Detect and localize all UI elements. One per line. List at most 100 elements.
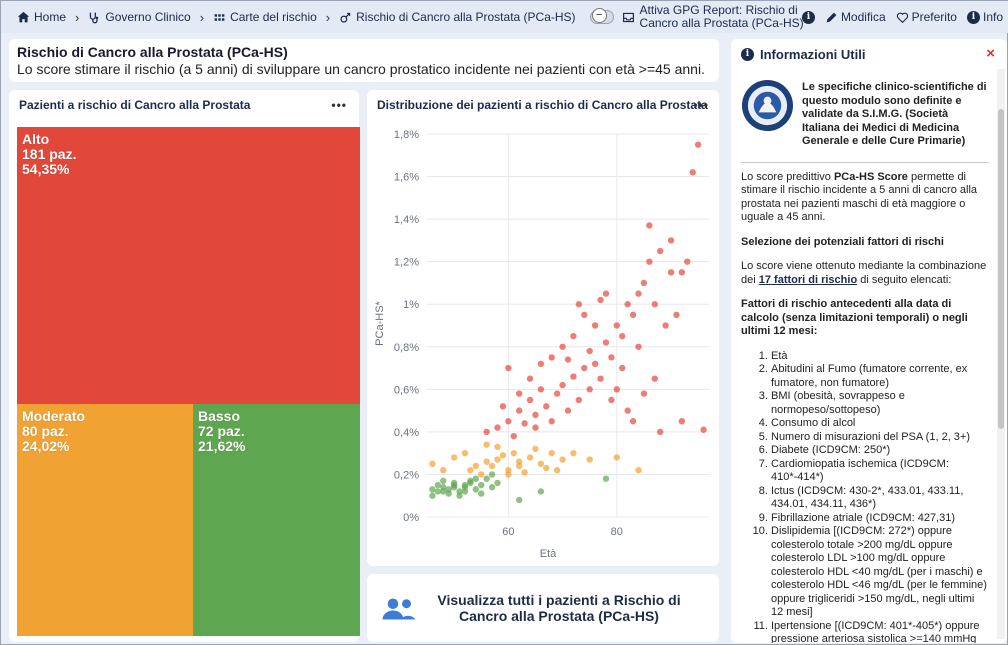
y-tick-label: 0,8% bbox=[394, 342, 419, 354]
data-point-alto bbox=[548, 354, 555, 361]
breadcrumb-carte-del-rischio[interactable]: Carte del rischio bbox=[207, 10, 323, 24]
data-point-alto bbox=[494, 424, 501, 431]
preferito-button[interactable]: Preferito bbox=[896, 10, 957, 24]
treemap-tile-basso[interactable]: Basso 72 paz. 21,62% bbox=[193, 404, 360, 636]
treemap-menu-button[interactable]: ••• bbox=[331, 98, 347, 112]
data-point-alto bbox=[559, 381, 566, 389]
y-tick-label: 1% bbox=[403, 299, 419, 311]
data-point-moderato bbox=[483, 441, 490, 448]
data-point-alto bbox=[521, 420, 528, 427]
data-point-basso bbox=[461, 488, 469, 495]
data-point-alto bbox=[646, 258, 653, 265]
preferito-label: Preferito bbox=[911, 10, 957, 24]
risk-factor-item: Abitudini al Fumo (fumatore corrente, ex… bbox=[771, 363, 989, 390]
data-point-basso bbox=[494, 479, 501, 487]
page-subtitle: Lo score stimare il rischio (a 5 anni) d… bbox=[17, 61, 705, 77]
data-point-alto bbox=[678, 269, 686, 276]
close-icon[interactable]: × bbox=[986, 45, 995, 62]
data-point-alto bbox=[597, 375, 604, 382]
data-point-basso bbox=[440, 477, 447, 485]
data-point-alto bbox=[656, 428, 664, 436]
info-heading-selection: Selezione dei potenziali fattori di risc… bbox=[741, 235, 944, 248]
data-point-alto bbox=[646, 222, 653, 229]
gpg-report-toggle[interactable] bbox=[589, 8, 614, 24]
data-point-alto bbox=[640, 279, 648, 287]
data-point-basso bbox=[461, 481, 469, 489]
info-heading-factors: Fattori di rischio antecedenti alla data… bbox=[741, 298, 968, 337]
male-icon bbox=[340, 12, 351, 23]
data-point-alto bbox=[624, 301, 631, 308]
data-point-alto bbox=[629, 418, 637, 425]
data-point-alto bbox=[559, 343, 566, 350]
breadcrumb-label: Governo Clinico bbox=[105, 10, 191, 24]
risk-factor-item: Cardiomiopatia ischemica (ICD9CM: 410*-4… bbox=[771, 458, 989, 485]
data-point-alto bbox=[532, 411, 539, 419]
y-axis-label: PCa-HS* bbox=[374, 300, 386, 345]
data-point-alto bbox=[619, 364, 626, 372]
info-panel-header: i Informazioni Utili bbox=[741, 47, 865, 62]
tile-count: 181 paz. bbox=[22, 146, 77, 162]
data-point-basso bbox=[515, 496, 523, 504]
data-point-alto bbox=[635, 343, 642, 350]
risk-factor-item: Fibrillazione atriale (ICD9CM: 427,31) bbox=[771, 512, 989, 526]
data-point-alto bbox=[505, 418, 512, 425]
data-point-alto bbox=[656, 247, 664, 255]
treemap: Alto 181 paz. 54,35% Moderato 80 paz. 24… bbox=[17, 127, 360, 636]
treemap-tile-moderato[interactable]: Moderato 80 paz. 24,02% bbox=[17, 404, 193, 636]
data-point-alto bbox=[515, 390, 523, 397]
gpg-report-label[interactable]: Attiva GPG Report: Rischio di Cancro all… bbox=[622, 4, 837, 30]
simg-logo bbox=[741, 79, 794, 132]
data-point-moderato bbox=[613, 454, 621, 461]
data-point-moderato bbox=[483, 458, 490, 465]
breadcrumb-governo-clinico[interactable]: Governo Clinico bbox=[82, 10, 196, 24]
risk-factors-link[interactable]: 17 fattori di rischio bbox=[758, 273, 858, 286]
treemap-tile-alto[interactable]: Alto 181 paz. 54,35% bbox=[17, 127, 360, 404]
data-point-moderato bbox=[467, 466, 474, 474]
data-point-basso bbox=[440, 488, 447, 495]
data-point-alto bbox=[640, 390, 648, 397]
view-all-patients-card[interactable]: Visualizza tutti i pazienti a Rischio di… bbox=[367, 574, 719, 642]
info-panel: i Informazioni Utili × Le specifiche cli… bbox=[731, 39, 1007, 643]
modifica-button[interactable]: Modifica bbox=[825, 10, 886, 24]
info-circle-icon[interactable]: i bbox=[801, 10, 815, 24]
page-header-card: Rischio di Cancro alla Prostata (PCa-HS)… bbox=[9, 39, 719, 82]
data-point-alto bbox=[678, 418, 686, 425]
stethoscope-icon bbox=[90, 12, 99, 23]
scrollbar-thumb[interactable] bbox=[998, 109, 1004, 429]
data-point-alto bbox=[608, 396, 615, 404]
x-tick-label: 80 bbox=[611, 526, 623, 538]
data-point-alto bbox=[570, 332, 577, 340]
data-point-basso bbox=[478, 490, 485, 497]
scatter-menu-button[interactable]: ••• bbox=[693, 98, 709, 112]
info-button[interactable]: i Info bbox=[966, 10, 1003, 24]
data-point-alto bbox=[619, 332, 626, 340]
modifica-label: Modifica bbox=[840, 10, 886, 24]
tile-percent: 54,35% bbox=[22, 161, 70, 177]
divider bbox=[741, 161, 989, 163]
data-point-alto bbox=[684, 258, 691, 265]
breadcrumb-current-page[interactable]: Rischio di Cancro alla Prostata (PCa-HS) bbox=[333, 10, 581, 24]
data-point-moderato bbox=[429, 460, 436, 468]
data-point-basso bbox=[467, 477, 474, 485]
data-point-alto bbox=[548, 418, 555, 425]
data-point-moderato bbox=[537, 460, 545, 468]
info-paragraph-2: Lo score viene ottenuto mediante la comb… bbox=[741, 260, 987, 286]
y-tick-label: 1,4% bbox=[394, 214, 419, 226]
data-point-alto bbox=[613, 386, 621, 393]
data-point-alto bbox=[499, 403, 507, 410]
breadcrumb-label: Rischio di Cancro alla Prostata (PCa-HS) bbox=[356, 10, 576, 24]
info-panel-scrollbar[interactable] bbox=[997, 69, 1005, 639]
y-tick-label: 0,2% bbox=[394, 469, 419, 481]
data-point-alto bbox=[591, 322, 599, 329]
tile-percent: 24,02% bbox=[22, 438, 70, 454]
view-all-patients-text: Visualizza tutti i pazienti a Rischio di… bbox=[437, 592, 681, 624]
page-actions: i Modifica Preferito i Info bbox=[801, 1, 1003, 33]
data-point-moderato bbox=[543, 464, 550, 472]
data-point-alto bbox=[651, 375, 658, 382]
breadcrumb-label: Home bbox=[34, 10, 67, 24]
data-point-moderato bbox=[472, 462, 480, 470]
data-point-moderato bbox=[450, 454, 458, 461]
data-point-basso bbox=[488, 471, 496, 478]
data-point-alto bbox=[581, 364, 588, 372]
breadcrumb-home[interactable]: Home bbox=[1, 10, 72, 24]
